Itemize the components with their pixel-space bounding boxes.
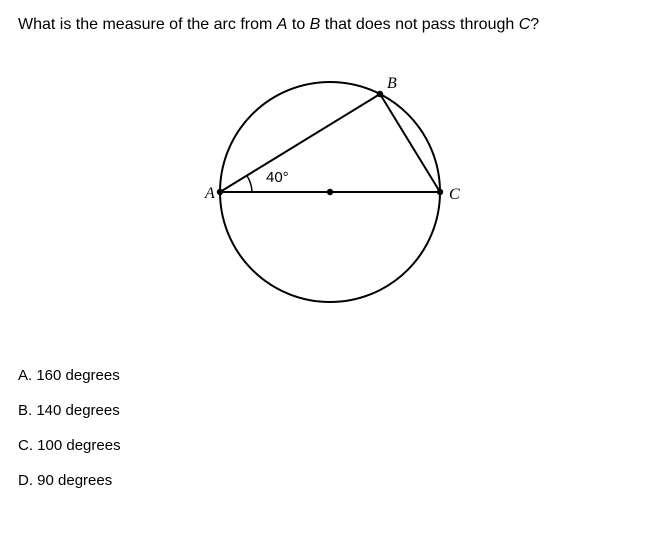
chord-ab [220, 94, 380, 192]
q-var-a: A [277, 16, 288, 33]
point-b-dot [376, 91, 382, 97]
label-b: B [387, 75, 397, 92]
question-text: What is the measure of the arc from A to… [18, 14, 641, 36]
angle-arc [246, 176, 251, 193]
label-c: C [449, 186, 460, 203]
answer-choices: A. 160 degrees B. 140 degrees C. 100 deg… [18, 367, 641, 489]
choice-c[interactable]: C. 100 degrees [18, 437, 641, 454]
label-a: A [204, 185, 215, 202]
q-var-c: C [519, 16, 531, 33]
figure-container: 40° A B C [18, 42, 641, 327]
q-part: to [287, 16, 309, 33]
q-part: What is the measure of the arc from [18, 16, 277, 33]
choice-d[interactable]: D. 90 degrees [18, 472, 641, 489]
point-a-dot [216, 189, 222, 195]
center-dot [326, 189, 332, 195]
choice-b[interactable]: B. 140 degrees [18, 402, 641, 419]
angle-label: 40° [266, 169, 289, 186]
q-part: ? [530, 16, 539, 33]
chord-bc [380, 94, 440, 192]
choice-a[interactable]: A. 160 degrees [18, 367, 641, 384]
point-c-dot [436, 189, 442, 195]
q-part: that does not pass through [320, 16, 518, 33]
geometry-figure: 40° A B C [170, 42, 490, 327]
q-var-b: B [310, 16, 321, 33]
